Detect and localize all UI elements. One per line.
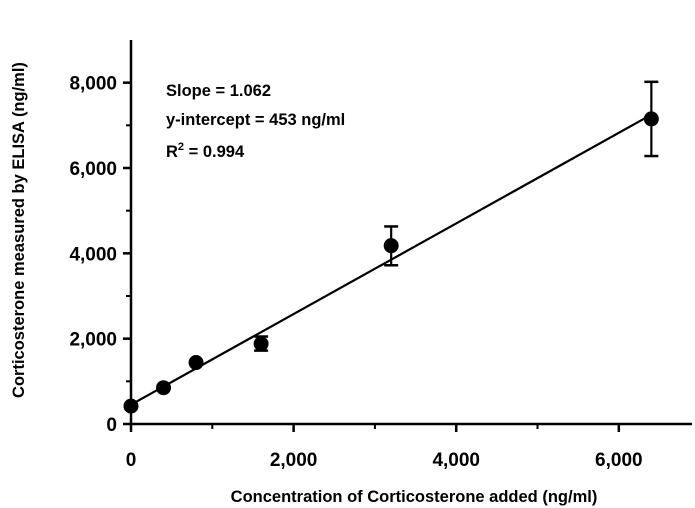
x-tick-label: 6,000 <box>595 450 643 471</box>
x-tick-label: 4,000 <box>432 450 480 471</box>
annotation-slope: Slope = 1.062 <box>166 82 271 100</box>
r-squared-value: = 0.994 <box>184 143 245 161</box>
y-ticks: 0 2,000 4,000 6,000 8,000 <box>69 74 131 436</box>
x-axis-title: Concentration of Corticosterone added (n… <box>231 488 598 506</box>
data-point <box>156 380 172 396</box>
y-tick-label: 2,000 <box>69 330 117 351</box>
r-squared-superscript: 2 <box>178 141 184 153</box>
x-tick-label: 0 <box>126 450 137 471</box>
y-tick-label: 8,000 <box>69 74 117 95</box>
y-tick-label: 6,000 <box>69 159 117 180</box>
data-point <box>643 111 659 127</box>
data-points <box>123 111 659 414</box>
data-point <box>253 336 269 352</box>
x-tick-label: 2,000 <box>270 450 318 471</box>
annotation-intercept: y-intercept = 453 ng/ml <box>166 111 345 129</box>
data-point <box>188 355 204 371</box>
data-point <box>383 238 399 254</box>
annotation-r-squared: R2 = 0.994 <box>166 141 245 161</box>
data-point <box>123 398 139 414</box>
axes <box>129 40 692 426</box>
x-ticks: 0 2,000 4,000 6,000 <box>126 424 643 471</box>
y-tick-label: 0 <box>106 415 117 436</box>
y-axis-title: Corticosterone measured by ELISA (ng/ml) <box>10 62 28 398</box>
y-tick-label: 4,000 <box>69 244 117 265</box>
annotation-box: Slope = 1.062 y-intercept = 453 ng/ml R2… <box>166 82 345 161</box>
r-squared-prefix: R <box>166 143 178 161</box>
